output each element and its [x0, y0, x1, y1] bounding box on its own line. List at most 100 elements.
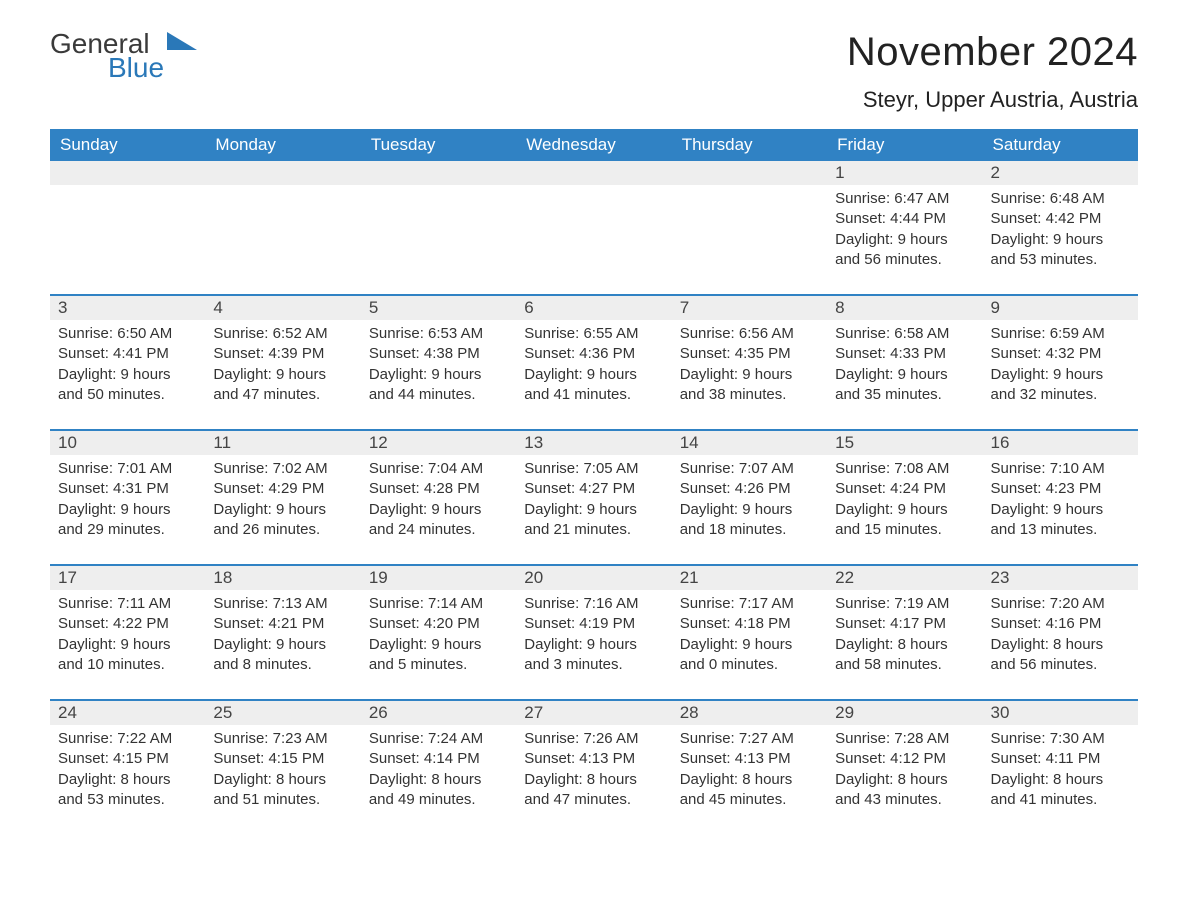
day-number: 20: [516, 566, 671, 590]
sunset-text: Sunset: 4:12 PM: [835, 749, 974, 769]
day-body: Sunrise: 7:30 AMSunset: 4:11 PMDaylight:…: [983, 725, 1138, 834]
calendar-cell: 2Sunrise: 6:48 AMSunset: 4:42 PMDaylight…: [983, 161, 1138, 295]
day-body: Sunrise: 6:52 AMSunset: 4:39 PMDaylight:…: [205, 320, 360, 429]
daylight-text: Daylight: 9 hours and 29 minutes.: [58, 500, 197, 541]
calendar-week-row: 17Sunrise: 7:11 AMSunset: 4:22 PMDayligh…: [50, 565, 1138, 700]
daylight-text: Daylight: 9 hours and 56 minutes.: [835, 230, 974, 271]
day-body: Sunrise: 7:16 AMSunset: 4:19 PMDaylight:…: [516, 590, 671, 699]
day-number: [361, 161, 516, 185]
day-number: 3: [50, 296, 205, 320]
day-number: 28: [672, 701, 827, 725]
sunrise-text: Sunrise: 6:55 AM: [524, 324, 663, 344]
logo-word-2: Blue: [108, 54, 164, 82]
day-body: Sunrise: 7:11 AMSunset: 4:22 PMDaylight:…: [50, 590, 205, 699]
sunset-text: Sunset: 4:36 PM: [524, 344, 663, 364]
calendar-cell: 24Sunrise: 7:22 AMSunset: 4:15 PMDayligh…: [50, 700, 205, 834]
sunset-text: Sunset: 4:42 PM: [991, 209, 1130, 229]
calendar-cell: 12Sunrise: 7:04 AMSunset: 4:28 PMDayligh…: [361, 430, 516, 565]
sunrise-text: Sunrise: 6:52 AM: [213, 324, 352, 344]
day-body: [516, 185, 671, 283]
sunset-text: Sunset: 4:31 PM: [58, 479, 197, 499]
daylight-text: Daylight: 9 hours and 13 minutes.: [991, 500, 1130, 541]
daylight-text: Daylight: 8 hours and 47 minutes.: [524, 770, 663, 811]
daylight-text: Daylight: 8 hours and 43 minutes.: [835, 770, 974, 811]
day-number: 7: [672, 296, 827, 320]
calendar-cell: [672, 161, 827, 295]
page-title: November 2024: [847, 30, 1138, 75]
sunset-text: Sunset: 4:24 PM: [835, 479, 974, 499]
calendar-cell: 14Sunrise: 7:07 AMSunset: 4:26 PMDayligh…: [672, 430, 827, 565]
sunrise-text: Sunrise: 6:59 AM: [991, 324, 1130, 344]
sunrise-text: Sunrise: 7:30 AM: [991, 729, 1130, 749]
calendar-cell: 23Sunrise: 7:20 AMSunset: 4:16 PMDayligh…: [983, 565, 1138, 700]
calendar-cell: [50, 161, 205, 295]
day-number: 13: [516, 431, 671, 455]
calendar-cell: [205, 161, 360, 295]
calendar-cell: 16Sunrise: 7:10 AMSunset: 4:23 PMDayligh…: [983, 430, 1138, 565]
sunrise-text: Sunrise: 7:08 AM: [835, 459, 974, 479]
calendar-cell: 27Sunrise: 7:26 AMSunset: 4:13 PMDayligh…: [516, 700, 671, 834]
day-header: Monday: [205, 129, 360, 161]
calendar-cell: 7Sunrise: 6:56 AMSunset: 4:35 PMDaylight…: [672, 295, 827, 430]
calendar-week-row: 10Sunrise: 7:01 AMSunset: 4:31 PMDayligh…: [50, 430, 1138, 565]
calendar-cell: 13Sunrise: 7:05 AMSunset: 4:27 PMDayligh…: [516, 430, 671, 565]
day-header: Tuesday: [361, 129, 516, 161]
calendar-cell: 10Sunrise: 7:01 AMSunset: 4:31 PMDayligh…: [50, 430, 205, 565]
daylight-text: Daylight: 8 hours and 56 minutes.: [991, 635, 1130, 676]
day-body: Sunrise: 7:02 AMSunset: 4:29 PMDaylight:…: [205, 455, 360, 564]
sunset-text: Sunset: 4:15 PM: [213, 749, 352, 769]
day-body: Sunrise: 7:28 AMSunset: 4:12 PMDaylight:…: [827, 725, 982, 834]
daylight-text: Daylight: 9 hours and 10 minutes.: [58, 635, 197, 676]
day-number: 15: [827, 431, 982, 455]
day-body: Sunrise: 7:01 AMSunset: 4:31 PMDaylight:…: [50, 455, 205, 564]
calendar-cell: [516, 161, 671, 295]
calendar-cell: 25Sunrise: 7:23 AMSunset: 4:15 PMDayligh…: [205, 700, 360, 834]
day-number: 21: [672, 566, 827, 590]
calendar-cell: 19Sunrise: 7:14 AMSunset: 4:20 PMDayligh…: [361, 565, 516, 700]
daylight-text: Daylight: 9 hours and 24 minutes.: [369, 500, 508, 541]
sunrise-text: Sunrise: 7:17 AM: [680, 594, 819, 614]
day-body: Sunrise: 7:23 AMSunset: 4:15 PMDaylight:…: [205, 725, 360, 834]
daylight-text: Daylight: 9 hours and 50 minutes.: [58, 365, 197, 406]
day-number: [205, 161, 360, 185]
sunrise-text: Sunrise: 7:13 AM: [213, 594, 352, 614]
day-number: 9: [983, 296, 1138, 320]
calendar-cell: 15Sunrise: 7:08 AMSunset: 4:24 PMDayligh…: [827, 430, 982, 565]
sunset-text: Sunset: 4:38 PM: [369, 344, 508, 364]
day-body: Sunrise: 7:24 AMSunset: 4:14 PMDaylight:…: [361, 725, 516, 834]
daylight-text: Daylight: 9 hours and 38 minutes.: [680, 365, 819, 406]
day-body: Sunrise: 7:04 AMSunset: 4:28 PMDaylight:…: [361, 455, 516, 564]
day-body: Sunrise: 7:26 AMSunset: 4:13 PMDaylight:…: [516, 725, 671, 834]
day-body: [50, 185, 205, 283]
day-body: Sunrise: 6:47 AMSunset: 4:44 PMDaylight:…: [827, 185, 982, 294]
sunrise-text: Sunrise: 7:19 AM: [835, 594, 974, 614]
day-body: Sunrise: 7:22 AMSunset: 4:15 PMDaylight:…: [50, 725, 205, 834]
day-number: 27: [516, 701, 671, 725]
day-number: 18: [205, 566, 360, 590]
sunset-text: Sunset: 4:16 PM: [991, 614, 1130, 634]
daylight-text: Daylight: 9 hours and 47 minutes.: [213, 365, 352, 406]
calendar-cell: 20Sunrise: 7:16 AMSunset: 4:19 PMDayligh…: [516, 565, 671, 700]
sunset-text: Sunset: 4:28 PM: [369, 479, 508, 499]
sunrise-text: Sunrise: 7:24 AM: [369, 729, 508, 749]
day-number: 12: [361, 431, 516, 455]
sunset-text: Sunset: 4:11 PM: [991, 749, 1130, 769]
day-body: Sunrise: 6:53 AMSunset: 4:38 PMDaylight:…: [361, 320, 516, 429]
calendar-cell: 17Sunrise: 7:11 AMSunset: 4:22 PMDayligh…: [50, 565, 205, 700]
calendar-week-row: 24Sunrise: 7:22 AMSunset: 4:15 PMDayligh…: [50, 700, 1138, 834]
day-body: Sunrise: 6:50 AMSunset: 4:41 PMDaylight:…: [50, 320, 205, 429]
calendar-cell: 21Sunrise: 7:17 AMSunset: 4:18 PMDayligh…: [672, 565, 827, 700]
sunset-text: Sunset: 4:13 PM: [680, 749, 819, 769]
daylight-text: Daylight: 8 hours and 41 minutes.: [991, 770, 1130, 811]
calendar-cell: 3Sunrise: 6:50 AMSunset: 4:41 PMDaylight…: [50, 295, 205, 430]
calendar-cell: 26Sunrise: 7:24 AMSunset: 4:14 PMDayligh…: [361, 700, 516, 834]
daylight-text: Daylight: 8 hours and 45 minutes.: [680, 770, 819, 811]
sunset-text: Sunset: 4:21 PM: [213, 614, 352, 634]
calendar-cell: 18Sunrise: 7:13 AMSunset: 4:21 PMDayligh…: [205, 565, 360, 700]
sunset-text: Sunset: 4:35 PM: [680, 344, 819, 364]
calendar-table: Sunday Monday Tuesday Wednesday Thursday…: [50, 129, 1138, 834]
sunrise-text: Sunrise: 7:02 AM: [213, 459, 352, 479]
sunset-text: Sunset: 4:29 PM: [213, 479, 352, 499]
sunrise-text: Sunrise: 7:10 AM: [991, 459, 1130, 479]
day-body: Sunrise: 6:55 AMSunset: 4:36 PMDaylight:…: [516, 320, 671, 429]
